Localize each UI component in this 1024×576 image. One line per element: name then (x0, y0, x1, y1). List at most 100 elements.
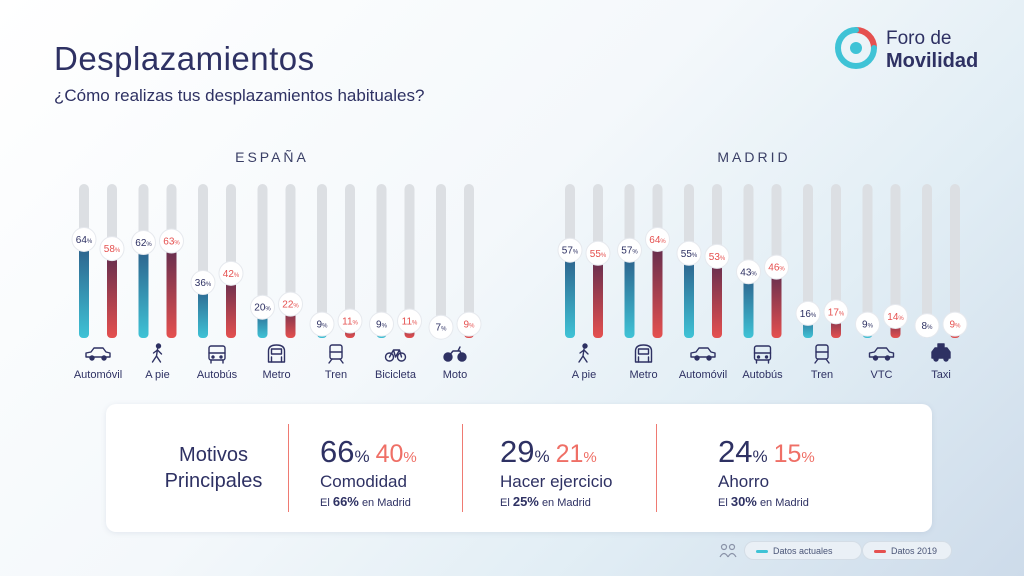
motivo-madrid-note: El 66% en Madrid (320, 494, 411, 509)
car-icon (690, 347, 716, 361)
bar-track (862, 184, 873, 338)
bar-2019 (226, 273, 236, 338)
data-label: 63% (163, 236, 180, 247)
data-label-bubble (99, 236, 125, 262)
chart-title: MADRID (717, 149, 790, 165)
bus-icon (208, 345, 226, 364)
data-label-bubble (397, 308, 422, 334)
legend-label: Datos actuales (773, 546, 833, 556)
motivo-value: 66 (320, 434, 355, 469)
bicycle-icon (384, 349, 407, 362)
page-subtitle: ¿Cómo realizas tus desplazamientos habit… (54, 86, 425, 105)
logo-line-1: Foro de (886, 28, 952, 49)
data-label: 11% (402, 317, 418, 328)
chart-title: ESPAÑA (235, 149, 309, 165)
data-label-bubble (764, 254, 789, 280)
motivos-panel: Motivos Principales 66% 40% Comodidad El … (106, 404, 932, 532)
page-title: Desplazamientos (54, 40, 315, 77)
data-label: 43% (740, 267, 757, 278)
motivo-hacer-ejercicio: 29% 21% Hacer ejercicio El 25% en Madrid (500, 434, 612, 509)
legend-label: Datos 2019 (891, 546, 938, 556)
category-label: A pie (145, 369, 169, 381)
pct-sign: % (801, 449, 815, 466)
data-label-bubble (131, 230, 156, 256)
bar-track (950, 184, 960, 338)
bar-current (565, 250, 575, 338)
data-label: 64% (76, 235, 93, 246)
motivo-madrid-note: El 25% en Madrid (500, 494, 591, 509)
people-icon (719, 543, 737, 558)
motivo-madrid-note: El 30% en Madrid (718, 494, 809, 509)
data-label-bubble (369, 311, 394, 337)
motivo-comodidad: 66% 40% Comodidad El 66% en Madrid (320, 434, 417, 509)
train-icon (328, 344, 344, 364)
data-label-bubble (855, 311, 880, 337)
data-label: 11% (342, 317, 358, 328)
divider (462, 424, 463, 512)
divider (656, 424, 657, 512)
walk-icon (578, 343, 589, 363)
data-label: 46% (768, 263, 785, 274)
category-label: Metro (262, 369, 290, 381)
bar-current (743, 271, 754, 338)
data-label-bubble (645, 226, 670, 252)
data-label: 22% (282, 300, 299, 311)
pct-sign: % (583, 449, 597, 466)
divider (288, 424, 289, 512)
motivos-heading-line1: Motivos (179, 444, 248, 466)
data-label-bubble (557, 237, 583, 263)
walk-icon (151, 343, 163, 363)
motivo-value-2019: 40 (375, 440, 404, 468)
data-label-bubble (704, 243, 730, 269)
data-label-bubble (676, 240, 702, 266)
legend-swatch (756, 550, 768, 553)
bar-2019 (107, 248, 117, 338)
bar-2019 (166, 240, 177, 338)
logo-ring-icon (835, 27, 877, 69)
data-label: 36% (195, 278, 212, 289)
data-label: 64% (649, 235, 666, 246)
data-label: 7% (436, 323, 448, 334)
category-label: Moto (443, 369, 467, 381)
data-label: 9% (862, 320, 874, 331)
bar-track (464, 184, 474, 338)
car-icon (85, 347, 111, 361)
data-label: 14% (887, 312, 904, 323)
category-label: Tren (811, 369, 833, 381)
train-icon (814, 344, 830, 364)
bar-2019 (771, 267, 782, 338)
legend-current: Datos actuales (744, 541, 862, 560)
category-label: VTC (871, 369, 893, 381)
data-label-bubble (218, 260, 244, 286)
data-label: 16% (800, 309, 817, 320)
motivo-value: 29 (500, 434, 535, 469)
logo-line-2: Movilidad (886, 50, 979, 72)
data-label-bubble (914, 313, 940, 339)
pct-sign: % (534, 447, 550, 466)
motivos-heading: Motivos Principales (156, 442, 271, 494)
data-label-bubble (795, 300, 821, 326)
data-label-bubble (250, 294, 275, 320)
data-label: 57% (621, 246, 638, 257)
motivo-label: Ahorro (718, 472, 770, 491)
bus-icon (753, 345, 772, 364)
metro-icon (634, 344, 653, 363)
bar-current (138, 242, 149, 338)
data-label: 57% (562, 246, 579, 257)
motivo-label: Comodidad (320, 472, 407, 491)
category-label: Metro (629, 369, 657, 381)
bar-2019 (593, 253, 603, 338)
transport-bar-chart: ESPAÑA 64% 58% Automóvil 62% 63% A pie 36% 42% Au… (71, 149, 968, 381)
data-label-bubble (278, 291, 303, 317)
bar-current (79, 239, 89, 338)
motivo-ahorro: 24% 15% Ahorro El 30% en Madrid (718, 434, 815, 509)
data-label-bubble (585, 240, 611, 266)
data-label-bubble (823, 299, 849, 325)
bar-current (684, 253, 694, 338)
motivo-value: 24 (718, 434, 753, 469)
category-label: Taxi (931, 369, 951, 381)
data-label: 55% (590, 249, 607, 260)
data-label-bubble (883, 303, 908, 329)
data-label: 42% (223, 269, 240, 280)
bar-track (345, 184, 355, 338)
